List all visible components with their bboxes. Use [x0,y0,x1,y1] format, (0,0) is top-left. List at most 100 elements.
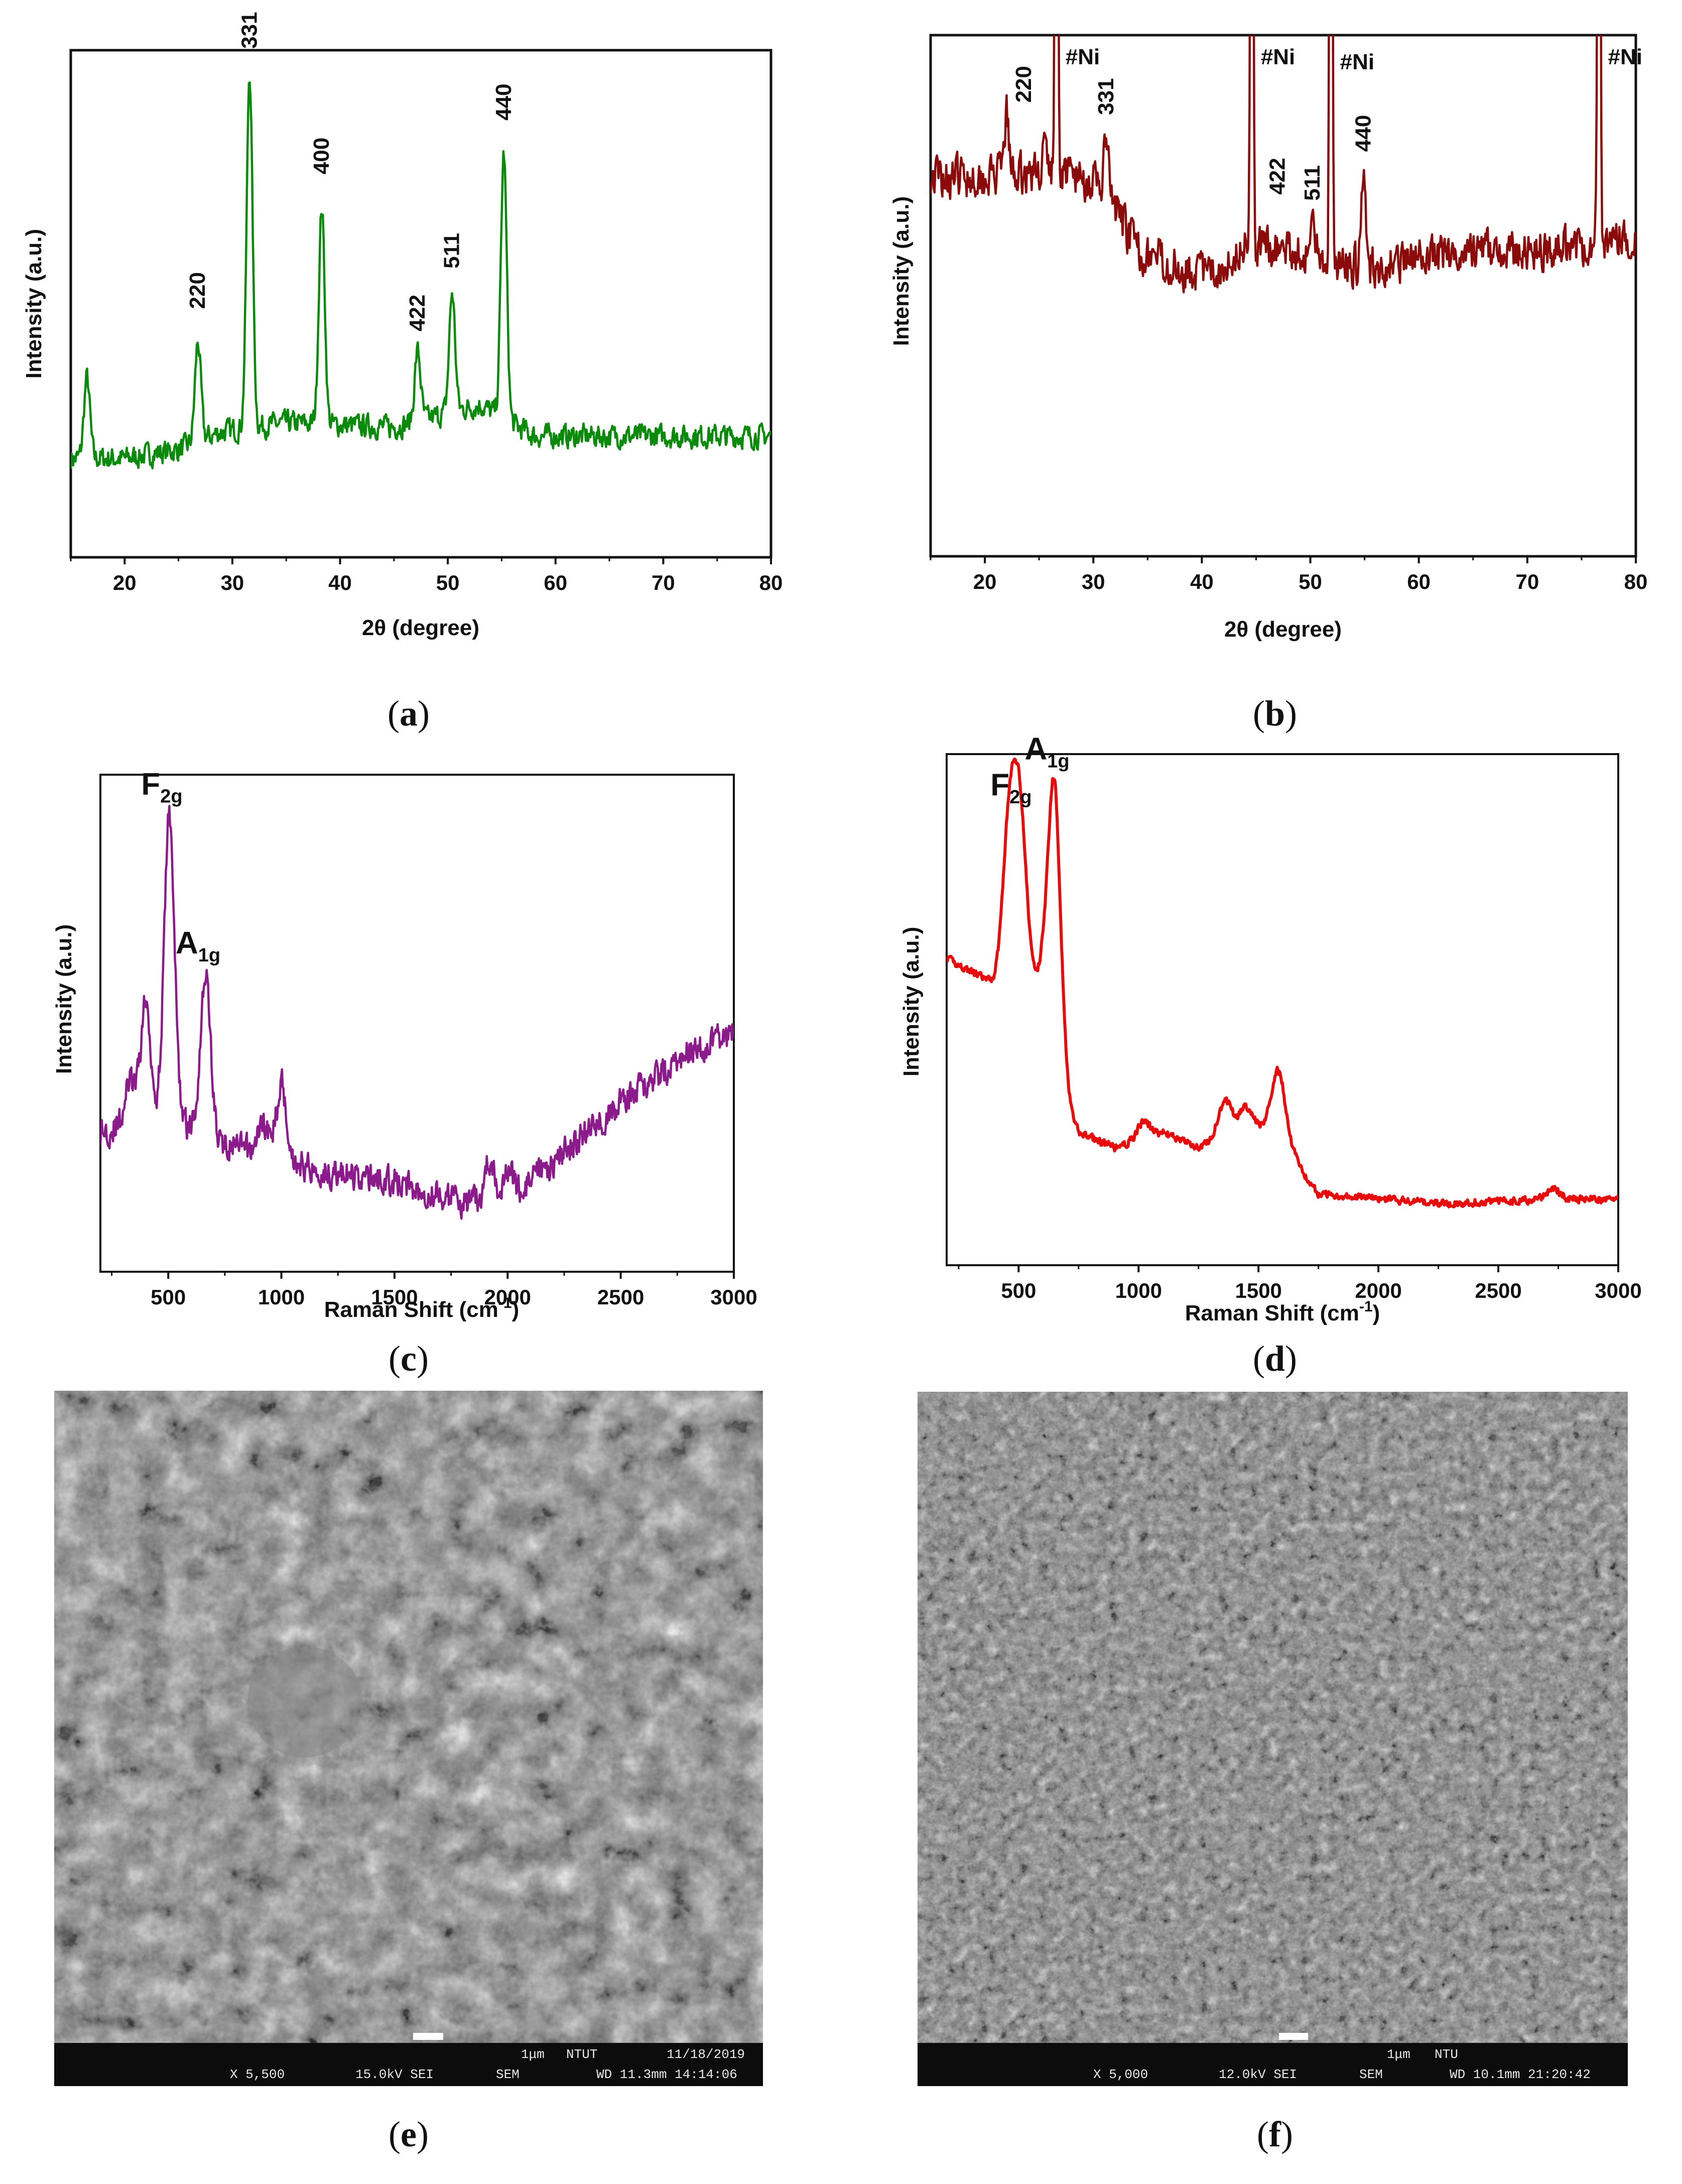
x-tick-label: 2000 [1355,1279,1401,1302]
spectrum-line [100,804,734,1220]
x-tick-label: 50 [436,571,460,594]
peak-label: 440 [491,84,516,120]
xrd-series-b [931,35,1636,294]
x-tick-label: 3000 [1595,1279,1641,1302]
ni-label: #Ni [1261,45,1295,69]
x-tick-label: 40 [328,571,352,594]
x-tick-label: 500 [1001,1279,1036,1302]
sem-working-distance: WD 11.3mm 14:14:06 [596,2067,737,2082]
ni-label: #Ni [1608,45,1642,69]
plot-frame [946,753,1619,1266]
x-tick-label: 50 [1299,570,1322,593]
x-axis-label: 2θ (degree) [362,616,479,640]
peak-label: 220 [1011,66,1036,102]
caption-a: (a) [387,693,430,734]
x-tick-label: 3000 [710,1285,757,1309]
sem-texture-f [918,1392,1628,2086]
peak-label: 440 [1351,115,1375,152]
sem-voltage: 12.0kV SEI [1219,2067,1298,2082]
spectrum-line [931,35,1636,294]
scale-bar [413,2033,443,2040]
y-axis-label: Intensity (a.u.) [889,196,914,346]
ni-label: #Ni [1340,50,1374,74]
x-ticks: 20 30 40 50 60 70 80 [70,557,783,594]
y-axis-label: Intensity (a.u.) [899,927,924,1076]
x-tick-label: 60 [1407,570,1431,593]
sem-info-bar: 1μm NTU X 5,000 12.0kV SEI SEM WD 10.1mm… [918,2043,1628,2086]
sem-mode: SEM [496,2067,520,2082]
x-tick-label: 80 [1624,570,1648,593]
raman-band-labels: F2g A1g [141,767,220,966]
x-tick-label: 30 [221,571,244,594]
sem-scale: 1μm [1387,2047,1410,2062]
sem-info-bar: 1μm NTUT 11/18/2019 X 5,500 15.0kV SEI S… [54,2043,763,2086]
y-axis-label: Intensity (a.u.) [52,924,76,1074]
scale-bar [1279,2033,1308,2040]
sem-instrument: NTUT [566,2047,598,2062]
x-ticks: 20 30 40 50 60 70 80 [930,556,1648,593]
x-tick-label: 70 [1515,570,1539,593]
sem-scale: 1μm [521,2047,545,2062]
x-ticks: 500 1000 1500 2000 2500 3000 [958,1265,1642,1302]
x-ticks: 500 1000 1500 2000 2500 3000 [111,1272,757,1309]
x-tick-label: 60 [544,571,567,594]
caption-b: (b) [1252,693,1297,734]
x-axis-label: Raman Shift (cm-1) [1185,1298,1380,1325]
spectrum-line [947,757,1618,1208]
chart-a: 20 30 40 50 60 70 80 220 331 400 422 511 440 2θ (de… [22,12,783,640]
x-axis-label: Raman Shift (cm-1) [324,1295,520,1322]
plot-frame [929,34,1637,558]
x-axis-label: 2θ (degree) [1224,617,1342,642]
chart-c: 500 1000 1500 2000 2500 3000 F2g A1g Raman Shi… [52,767,757,1322]
sem-image-f: 1μm NTU X 5,000 12.0kV SEI SEM WD 10.1mm… [918,1392,1628,2086]
peak-label: 400 [309,138,334,174]
caption-c: (c) [389,1339,429,1379]
peak-label: 511 [440,233,464,269]
sem-working-distance: WD 10.1mm 21:20:42 [1450,2067,1591,2082]
x-tick-label: 80 [759,571,783,594]
raman-series-d [947,757,1618,1208]
raman-band-label: F2g [990,768,1031,808]
raman-series-c [100,804,734,1220]
peak-labels: 220 331 400 422 511 440 [185,12,516,332]
peak-label: 331 [237,12,262,49]
plot-frame [69,49,772,559]
x-tick-label: 2500 [597,1285,644,1309]
peak-label: 220 [185,272,210,309]
x-tick-label: 2000 [484,1285,531,1309]
x-tick-label: 30 [1082,570,1105,593]
sem-image-e: 1μm NTUT 11/18/2019 X 5,500 15.0kV SEI S… [54,1391,763,2086]
x-tick-label: 20 [973,570,997,593]
sem-instrument: NTU [1435,2047,1458,2062]
raman-band-label: A1g [176,926,220,966]
x-tick-label: 1000 [1115,1279,1162,1302]
sem-mode: SEM [1359,2067,1383,2082]
ni-label: #Ni [1066,45,1100,69]
x-tick-label: 40 [1190,570,1214,593]
x-tick-label: 500 [151,1285,186,1309]
x-tick-label: 1000 [258,1285,305,1309]
caption-d: (d) [1252,1339,1297,1379]
sem-date: 11/18/2019 [667,2047,745,2062]
raman-band-label: F2g [141,767,182,807]
y-axis-label: Intensity (a.u.) [22,229,46,379]
xrd-series-a [71,81,771,469]
sem-magnification: X 5,000 [1093,2067,1148,2082]
sem-texture-e [54,1391,763,2086]
spectrum-line [71,81,771,469]
peak-label: 511 [1300,165,1325,201]
peak-labels: 220 331 422 511 440 #Ni #Ni #Ni #Ni [1011,45,1642,201]
x-tick-label: 20 [113,571,137,594]
peak-label: 331 [1094,78,1118,115]
chart-b: 20 30 40 50 60 70 80 220 331 422 511 440 #Ni #Ni #Ni #… [889,34,1648,642]
sem-magnification: X 5,500 [230,2067,285,2082]
sem-voltage: 15.0kV SEI [355,2067,434,2082]
peak-label: 422 [1265,158,1290,194]
x-tick-label: 70 [652,571,675,594]
peak-label: 422 [405,295,430,331]
plot-frame [99,774,735,1273]
raman-band-label: A1g [1024,732,1069,772]
caption-f: (f) [1257,2114,1293,2154]
